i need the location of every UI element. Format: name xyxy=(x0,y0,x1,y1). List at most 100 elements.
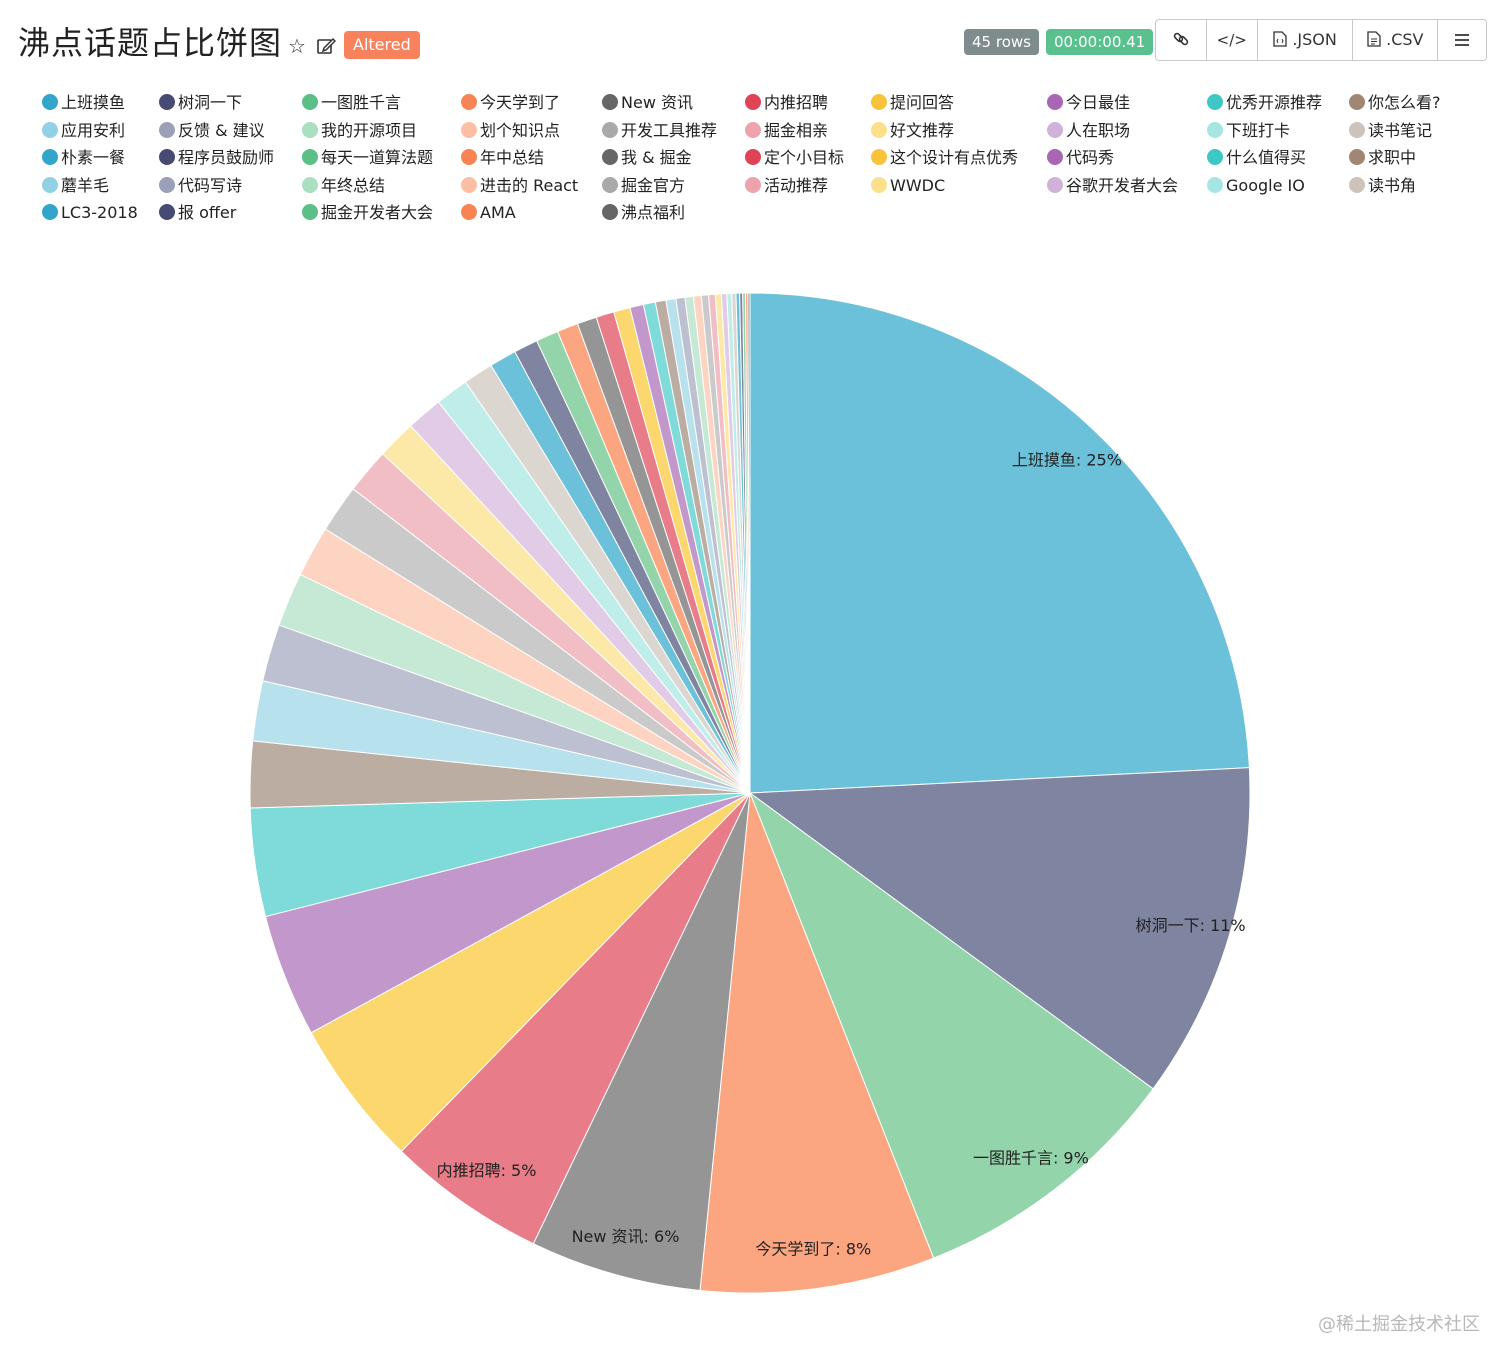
legend-label: 掘金开发者大会 xyxy=(321,203,434,222)
hamburger-menu-icon xyxy=(1454,30,1470,49)
legend-label: 今日最佳 xyxy=(1066,93,1131,112)
legend-item[interactable]: 优秀开源推荐 xyxy=(1207,92,1322,114)
legend-item[interactable]: 什么值得买 xyxy=(1207,147,1306,169)
legend-item[interactable]: 定个小目标 xyxy=(745,147,844,169)
pie-slice[interactable] xyxy=(748,791,1154,1259)
more-menu-button[interactable] xyxy=(1438,20,1486,60)
legend-label: 今天学到了 xyxy=(480,93,561,112)
csv-button-label: .CSV xyxy=(1386,30,1424,49)
legend-label: 定个小目标 xyxy=(764,148,845,167)
legend-dot xyxy=(871,122,887,138)
legend-item[interactable]: 进击的 React xyxy=(461,175,578,197)
legend-item[interactable]: 掘金开发者大会 xyxy=(302,202,433,224)
edit-icon[interactable] xyxy=(316,34,337,58)
legend-label: 划个知识点 xyxy=(480,121,561,140)
legend-dot xyxy=(302,122,318,138)
legend-item[interactable]: 年终总结 xyxy=(302,175,385,197)
legend-item[interactable]: 代码秀 xyxy=(1047,147,1114,169)
legend-item[interactable]: Google IO xyxy=(1207,175,1305,197)
legend-dot xyxy=(302,177,318,193)
star-icon[interactable]: ☆ xyxy=(288,34,306,58)
legend-label: 代码写诗 xyxy=(178,176,243,195)
pie-slice[interactable] xyxy=(310,792,751,1153)
legend-item[interactable]: 你怎么看? xyxy=(1349,92,1441,114)
legend-item[interactable]: 掘金相亲 xyxy=(745,120,828,142)
legend-dot xyxy=(1349,149,1365,165)
legend-item[interactable]: WWDC xyxy=(871,175,945,197)
export-csv-button[interactable]: .CSV xyxy=(1353,20,1439,60)
legend-item[interactable]: 上班摸鱼 xyxy=(42,92,125,114)
pie-slice[interactable] xyxy=(532,792,751,1292)
legend-dot xyxy=(42,122,58,138)
legend-item[interactable]: 下班打卡 xyxy=(1207,120,1290,142)
legend-item[interactable]: 求职中 xyxy=(1349,147,1416,169)
legend-item[interactable]: 程序员鼓励师 xyxy=(159,147,274,169)
legend-label: 应用安利 xyxy=(61,121,126,140)
legend-dot xyxy=(42,149,58,165)
legend-label: 人在职场 xyxy=(1066,121,1131,140)
legend-label: 年中总结 xyxy=(480,148,545,167)
legend-item[interactable]: 每天一道算法题 xyxy=(302,147,433,169)
legend-item[interactable]: 反馈 & 建议 xyxy=(159,120,265,142)
legend-item[interactable]: 树洞一下 xyxy=(159,92,242,114)
legend-label: 掘金官方 xyxy=(621,176,686,195)
legend-item[interactable]: 今天学到了 xyxy=(461,92,560,114)
legend-dot xyxy=(745,94,761,110)
legend-item[interactable]: 读书角 xyxy=(1349,175,1416,197)
legend-item[interactable]: 掘金官方 xyxy=(602,175,685,197)
legend-label: WWDC xyxy=(890,176,946,195)
legend-item[interactable]: 读书笔记 xyxy=(1349,120,1432,142)
legend-item[interactable]: 谷歌开发者大会 xyxy=(1047,175,1178,197)
pie-slice[interactable] xyxy=(749,292,1250,794)
legend-item[interactable]: 报 offer xyxy=(159,202,236,224)
embed-code-button[interactable]: </> xyxy=(1207,20,1258,60)
legend-item[interactable]: 沸点福利 xyxy=(602,202,685,224)
legend-label: 我 & 掘金 xyxy=(621,148,692,167)
legend-item[interactable]: 今日最佳 xyxy=(1047,92,1130,114)
legend-item[interactable]: 内推招聘 xyxy=(745,92,828,114)
legend-label: 活动推荐 xyxy=(764,176,829,195)
pie-slice[interactable] xyxy=(747,292,751,794)
legend-item[interactable]: 我 & 掘金 xyxy=(602,147,692,169)
legend-dot xyxy=(302,94,318,110)
legend-item[interactable]: New 资讯 xyxy=(602,92,693,114)
legend-item[interactable]: 活动推荐 xyxy=(745,175,828,197)
legend-label: 蘑羊毛 xyxy=(61,176,110,195)
legend-item[interactable]: 代码写诗 xyxy=(159,175,242,197)
legend-item[interactable]: 提问回答 xyxy=(871,92,954,114)
legend-item[interactable]: 蘑羊毛 xyxy=(42,175,109,197)
legend-item[interactable]: 年中总结 xyxy=(461,147,544,169)
legend-dot xyxy=(42,204,58,220)
query-time-badge: 00:00:00.41 xyxy=(1046,29,1154,55)
legend-item[interactable]: 人在职场 xyxy=(1047,120,1130,142)
legend-label: 优秀开源推荐 xyxy=(1226,93,1323,112)
legend-item[interactable]: 我的开源项目 xyxy=(302,120,417,142)
legend-dot xyxy=(159,94,175,110)
legend-item[interactable]: 这个设计有点优秀 xyxy=(871,147,1018,169)
legend-item[interactable]: 一图胜千言 xyxy=(302,92,401,114)
legend-dot xyxy=(159,204,175,220)
legend-dot xyxy=(1207,122,1223,138)
legend-item[interactable]: 好文推荐 xyxy=(871,120,954,142)
slice-label: 上班摸鱼: 25% xyxy=(1012,451,1122,470)
legend-item[interactable]: 朴素一餐 xyxy=(42,147,125,169)
legend-item[interactable]: 应用安利 xyxy=(42,120,125,142)
legend-dot xyxy=(461,122,477,138)
copy-link-button[interactable] xyxy=(1156,20,1207,60)
pie-slice[interactable] xyxy=(748,767,1251,1090)
pie-slice[interactable] xyxy=(699,792,935,1294)
pie-slice[interactable] xyxy=(400,792,751,1245)
legend-item[interactable]: 划个知识点 xyxy=(461,120,560,142)
legend-item[interactable]: AMA xyxy=(461,202,516,224)
legend-item[interactable]: 开发工具推荐 xyxy=(602,120,717,142)
legend-dot xyxy=(1349,122,1365,138)
slice-label: 今天学到了: 8% xyxy=(755,1240,871,1259)
legend-dot xyxy=(1207,177,1223,193)
export-json-button[interactable]: .JSON xyxy=(1258,20,1354,60)
legend-label: 这个设计有点优秀 xyxy=(890,148,1019,167)
legend-dot xyxy=(159,177,175,193)
legend-label: 求职中 xyxy=(1368,148,1417,167)
legend-item[interactable]: LC3-2018 xyxy=(42,202,138,224)
slice-label: 树洞一下: 11% xyxy=(1136,916,1246,935)
slice-label: New 资讯: 6% xyxy=(572,1227,680,1246)
